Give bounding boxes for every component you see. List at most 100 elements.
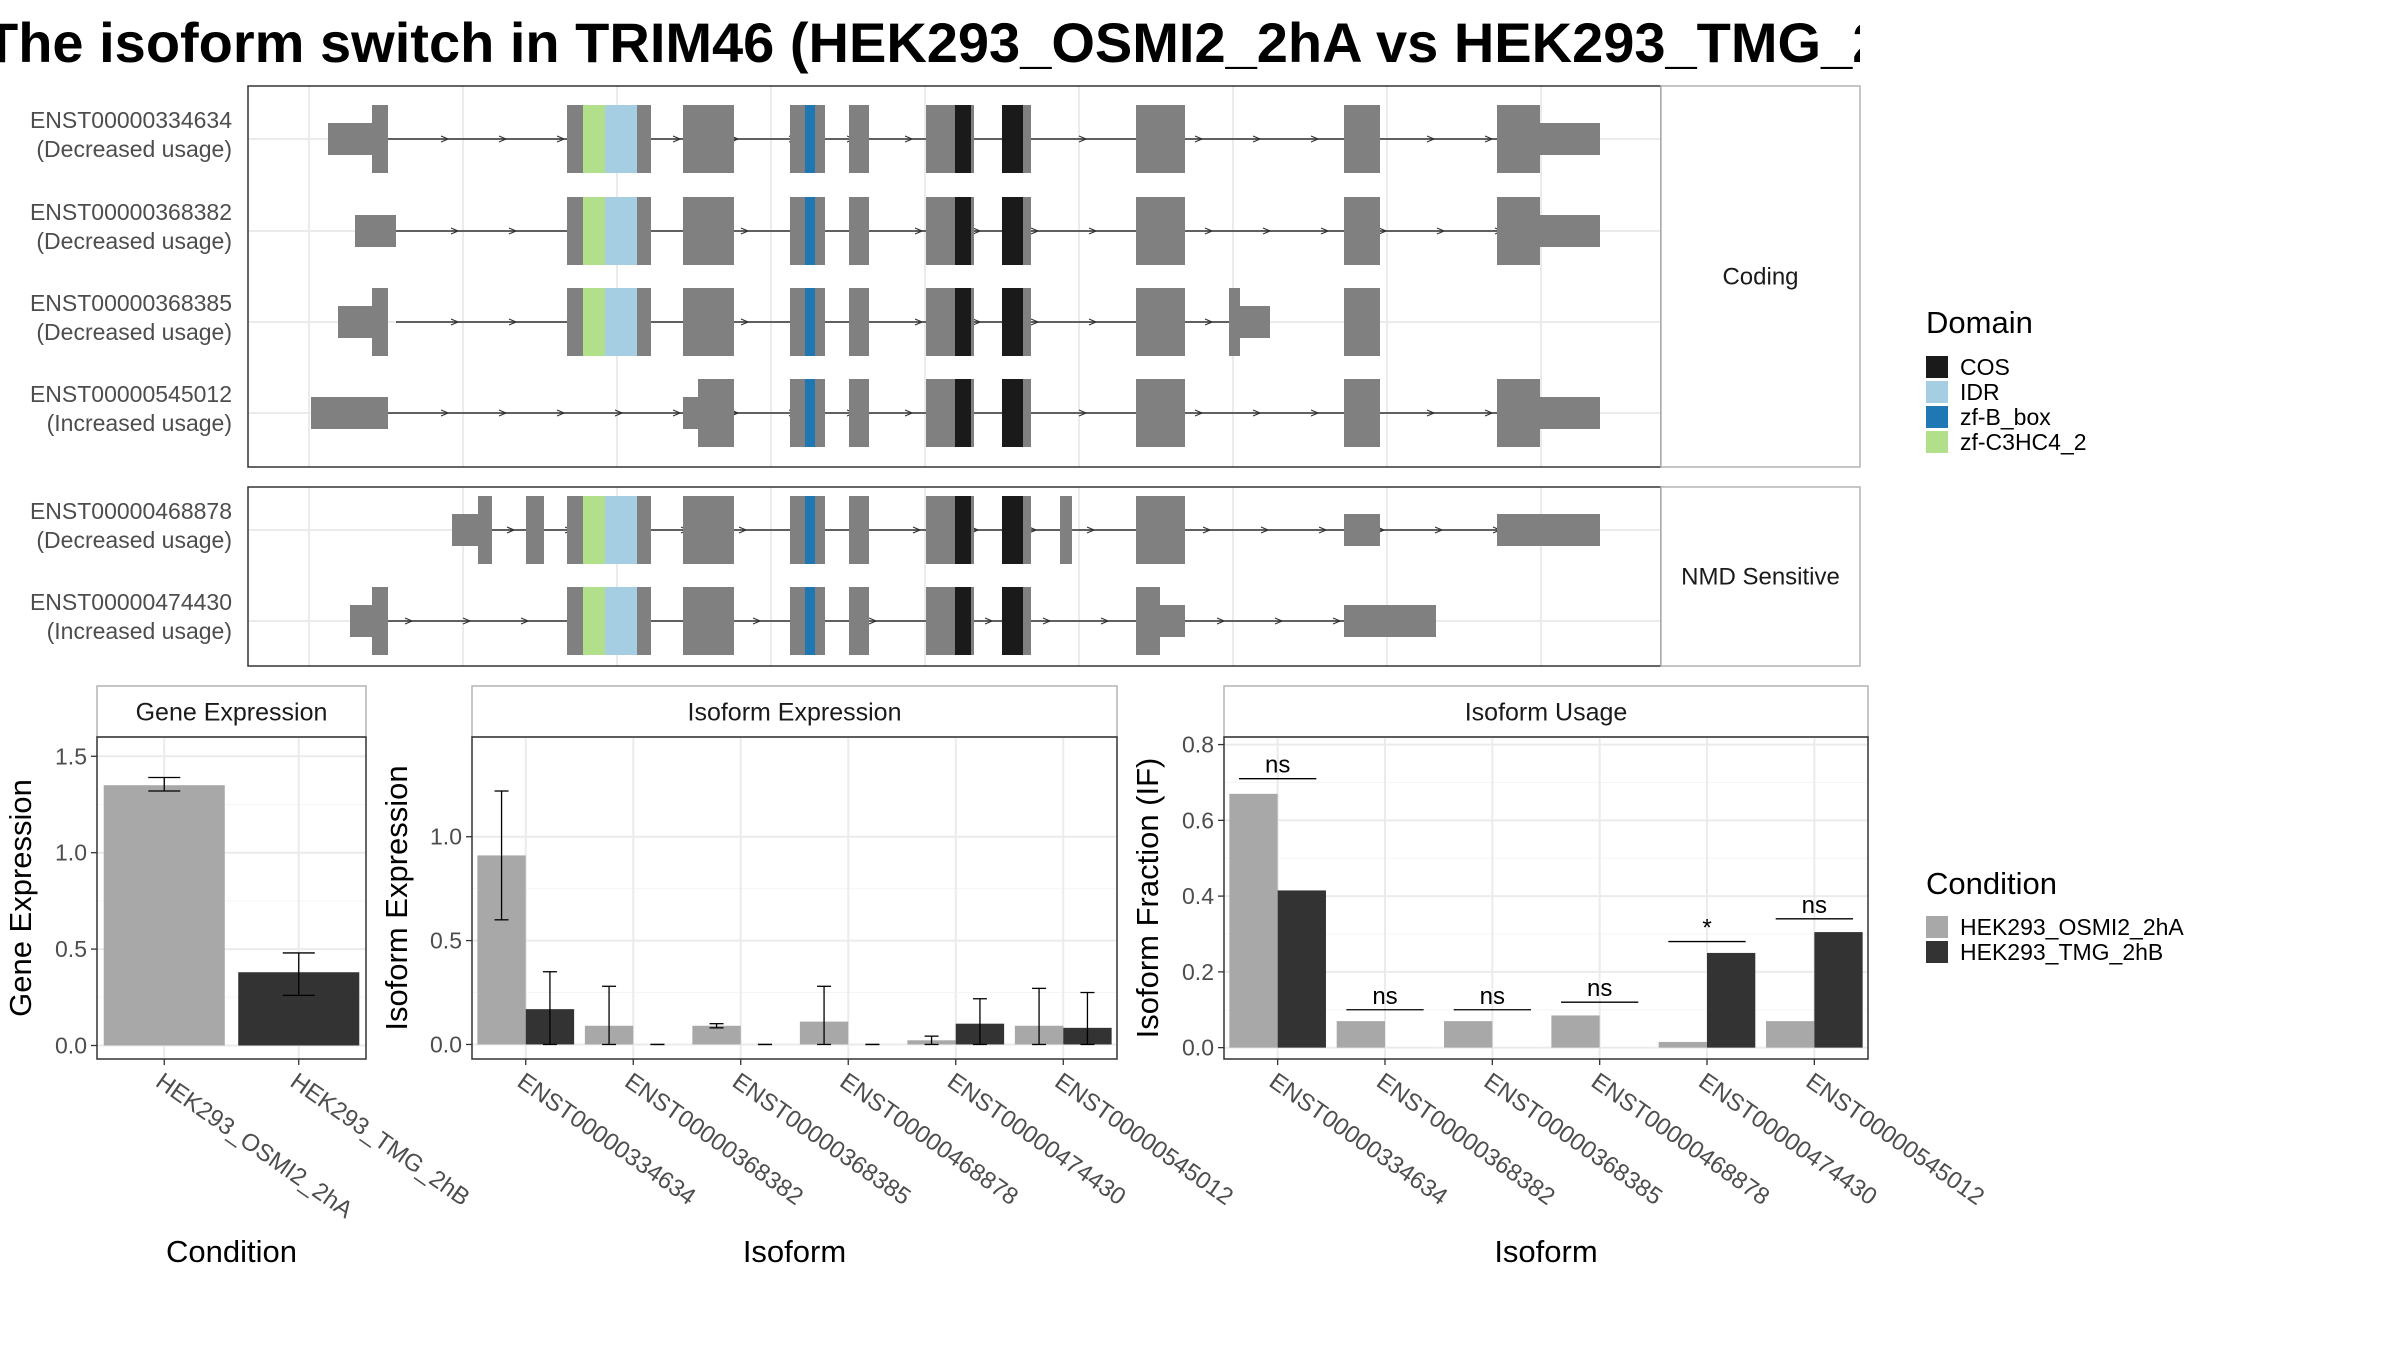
- domain-zf-B_box: [805, 197, 815, 265]
- y-tick-label: 1.0: [430, 824, 462, 850]
- legend-swatch-COS: [1926, 356, 1948, 378]
- domain-IDR: [605, 105, 637, 173]
- legend-label-IDR: IDR: [1960, 379, 2000, 405]
- significance-label: ns: [1802, 892, 1827, 919]
- y-axis-title: Gene Expression: [3, 779, 38, 1017]
- legend-label-zf-C3HC4_2: zf-C3HC4_2: [1960, 429, 2087, 455]
- coding-exon: [1023, 496, 1031, 564]
- coding-exon: [926, 587, 955, 655]
- utr-exon: [1160, 605, 1185, 637]
- coding-exon: [1023, 379, 1031, 447]
- x-tick-label: ENST00000368385: [1479, 1068, 1667, 1211]
- domain-IDR: [605, 587, 637, 655]
- coding-exon: [849, 105, 869, 173]
- intron-arrow: [1426, 135, 1436, 143]
- coding-exon: [683, 496, 734, 564]
- intron-arrow: [1310, 409, 1320, 417]
- domain-zf-C3HC4_2: [583, 197, 605, 265]
- domain-zf-B_box: [805, 288, 815, 356]
- domain-COS: [1002, 197, 1023, 265]
- structure-facet: NMD Sensitive ENST00000468878 (Decreased u…: [30, 486, 1861, 667]
- coding-exon: [637, 105, 651, 173]
- domain-COS: [955, 379, 971, 447]
- domain-IDR: [605, 496, 637, 564]
- coding-exon: [926, 496, 955, 564]
- bar: [1551, 1015, 1600, 1048]
- x-tick-label: ENST00000368382: [1372, 1068, 1560, 1211]
- domain-COS: [1002, 587, 1023, 655]
- coding-exon: [478, 496, 492, 564]
- legend-label-condition: HEK293_TMG_2hB: [1960, 939, 2163, 965]
- intron-arrow: [912, 526, 922, 534]
- intron-arrow: [1484, 409, 1494, 417]
- intron-arrow: [740, 227, 750, 235]
- intron-arrow: [1252, 135, 1262, 143]
- utr-exon: [1160, 514, 1185, 546]
- bar: [1444, 1021, 1493, 1048]
- isoform-usage-chart: Isoform Usage ns ns ns ns * ns 0.0 0.2 0.4 0.6 0.8 E…: [1130, 685, 1989, 1269]
- legend-label-zf-B_box: zf-B_box: [1960, 404, 2051, 430]
- domain-IDR: [605, 197, 637, 265]
- intron-arrow: [1484, 135, 1494, 143]
- domain-COS: [1002, 496, 1023, 564]
- intron-arrow: [1332, 617, 1342, 625]
- intron-arrow: [498, 409, 508, 417]
- utr-exon: [311, 397, 388, 429]
- domain-zf-C3HC4_2: [583, 587, 605, 655]
- transcript-usage-label: (Decreased usage): [36, 228, 232, 254]
- intron-arrow: [914, 227, 924, 235]
- intron-arrow: [1436, 227, 1446, 235]
- utr-exon: [350, 605, 372, 637]
- bar: [1229, 793, 1278, 1048]
- domain-zf-C3HC4_2: [583, 105, 605, 173]
- intron-arrow: [1274, 617, 1284, 625]
- coding-exon: [926, 379, 955, 447]
- intron-arrow: [868, 617, 878, 625]
- legend-swatch-zf-C3HC4_2: [1926, 431, 1948, 453]
- transcript-usage-label: (Increased usage): [47, 410, 232, 436]
- coding-exon: [1136, 496, 1160, 564]
- coding-exon: [1344, 197, 1380, 265]
- coding-exon: [683, 105, 734, 173]
- bar: [1707, 952, 1756, 1048]
- intron-arrow: [1378, 227, 1388, 235]
- intron-arrow: [1030, 318, 1040, 326]
- intron-arrow: [1262, 227, 1272, 235]
- coding-exon: [815, 105, 825, 173]
- intron-arrow: [1194, 409, 1204, 417]
- domain-COS: [955, 197, 971, 265]
- coding-exon: [790, 379, 805, 447]
- y-tick-label: 0.0: [430, 1031, 462, 1057]
- x-tick-label: ENST00000368385: [727, 1068, 915, 1211]
- coding-exon: [849, 496, 869, 564]
- legend-label-COS: COS: [1960, 354, 2010, 380]
- panel-strip: [1223, 685, 1869, 738]
- y-tick-label: 1.0: [55, 840, 87, 866]
- utr-exon: [1240, 306, 1270, 338]
- coding-exon: [567, 105, 583, 173]
- utr-exon: [1540, 215, 1600, 247]
- intron-arrow: [462, 617, 472, 625]
- coding-exon: [1497, 197, 1540, 265]
- significance-label: ns: [1372, 983, 1397, 1010]
- coding-exon: [526, 496, 544, 564]
- intron-arrow: [1426, 409, 1436, 417]
- bar: [1814, 932, 1863, 1048]
- bar: [1658, 1041, 1707, 1048]
- utr-exon: [328, 123, 372, 155]
- y-tick-label: 0.0: [55, 1033, 87, 1059]
- intron-arrow: [1100, 617, 1110, 625]
- coding-exon: [1023, 288, 1031, 356]
- legend-swatch-zf-B_box: [1926, 406, 1948, 428]
- intron-arrow: [904, 409, 914, 417]
- intron-arrow: [672, 409, 682, 417]
- intron-arrow: [914, 318, 924, 326]
- coding-exon: [790, 288, 805, 356]
- coding-exon: [683, 197, 734, 265]
- domain-IDR: [605, 288, 637, 356]
- domain-zf-C3HC4_2: [583, 496, 605, 564]
- utr-exon: [452, 514, 478, 546]
- coding-exon: [790, 105, 805, 173]
- intron-arrow: [404, 617, 414, 625]
